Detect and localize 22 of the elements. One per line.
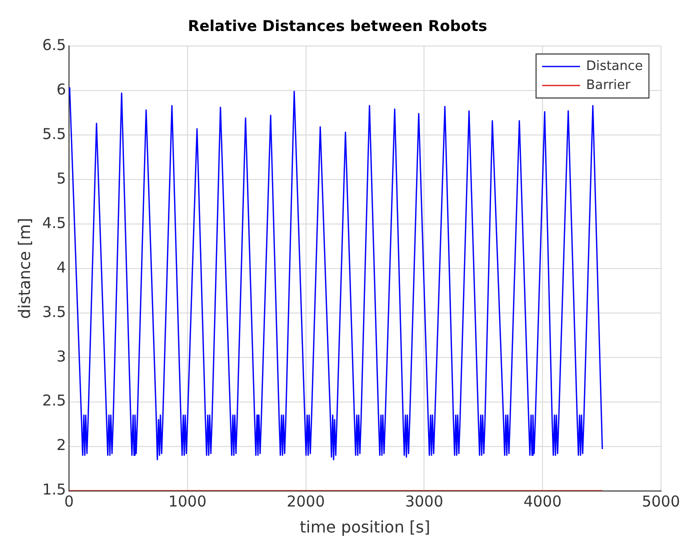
y-tick-label: 6 — [56, 80, 66, 98]
y-tick-label: 1.5 — [42, 480, 66, 499]
y-tick-label: 3 — [56, 347, 66, 366]
x-tick-label: 2000 — [286, 492, 325, 511]
y-tick-label: 6.5 — [42, 36, 66, 54]
chart-title: Relative Distances between Robots — [188, 16, 488, 35]
y-tick-label: 3.5 — [42, 302, 66, 321]
y-tick-label: 2 — [56, 436, 66, 454]
x-tick-label: 3000 — [405, 492, 444, 511]
x-tick-label: 1000 — [168, 492, 207, 511]
y-tick-label: 4.5 — [42, 214, 66, 232]
legend-label: Barrier — [586, 78, 632, 93]
y-tick-label: 5.5 — [42, 124, 66, 143]
x-tick-label: 5000 — [642, 492, 680, 511]
legend-label: Distance — [586, 58, 643, 74]
y-axis-title: distance [m] — [14, 218, 34, 319]
x-axis-title: time position [s] — [300, 518, 430, 537]
x-tick-label: 0 — [64, 492, 74, 511]
x-tick-label: 4000 — [523, 492, 562, 511]
y-tick-label: 4 — [56, 258, 66, 276]
y-tick-label: 5 — [56, 169, 66, 188]
y-tick-label: 2.5 — [42, 392, 66, 410]
